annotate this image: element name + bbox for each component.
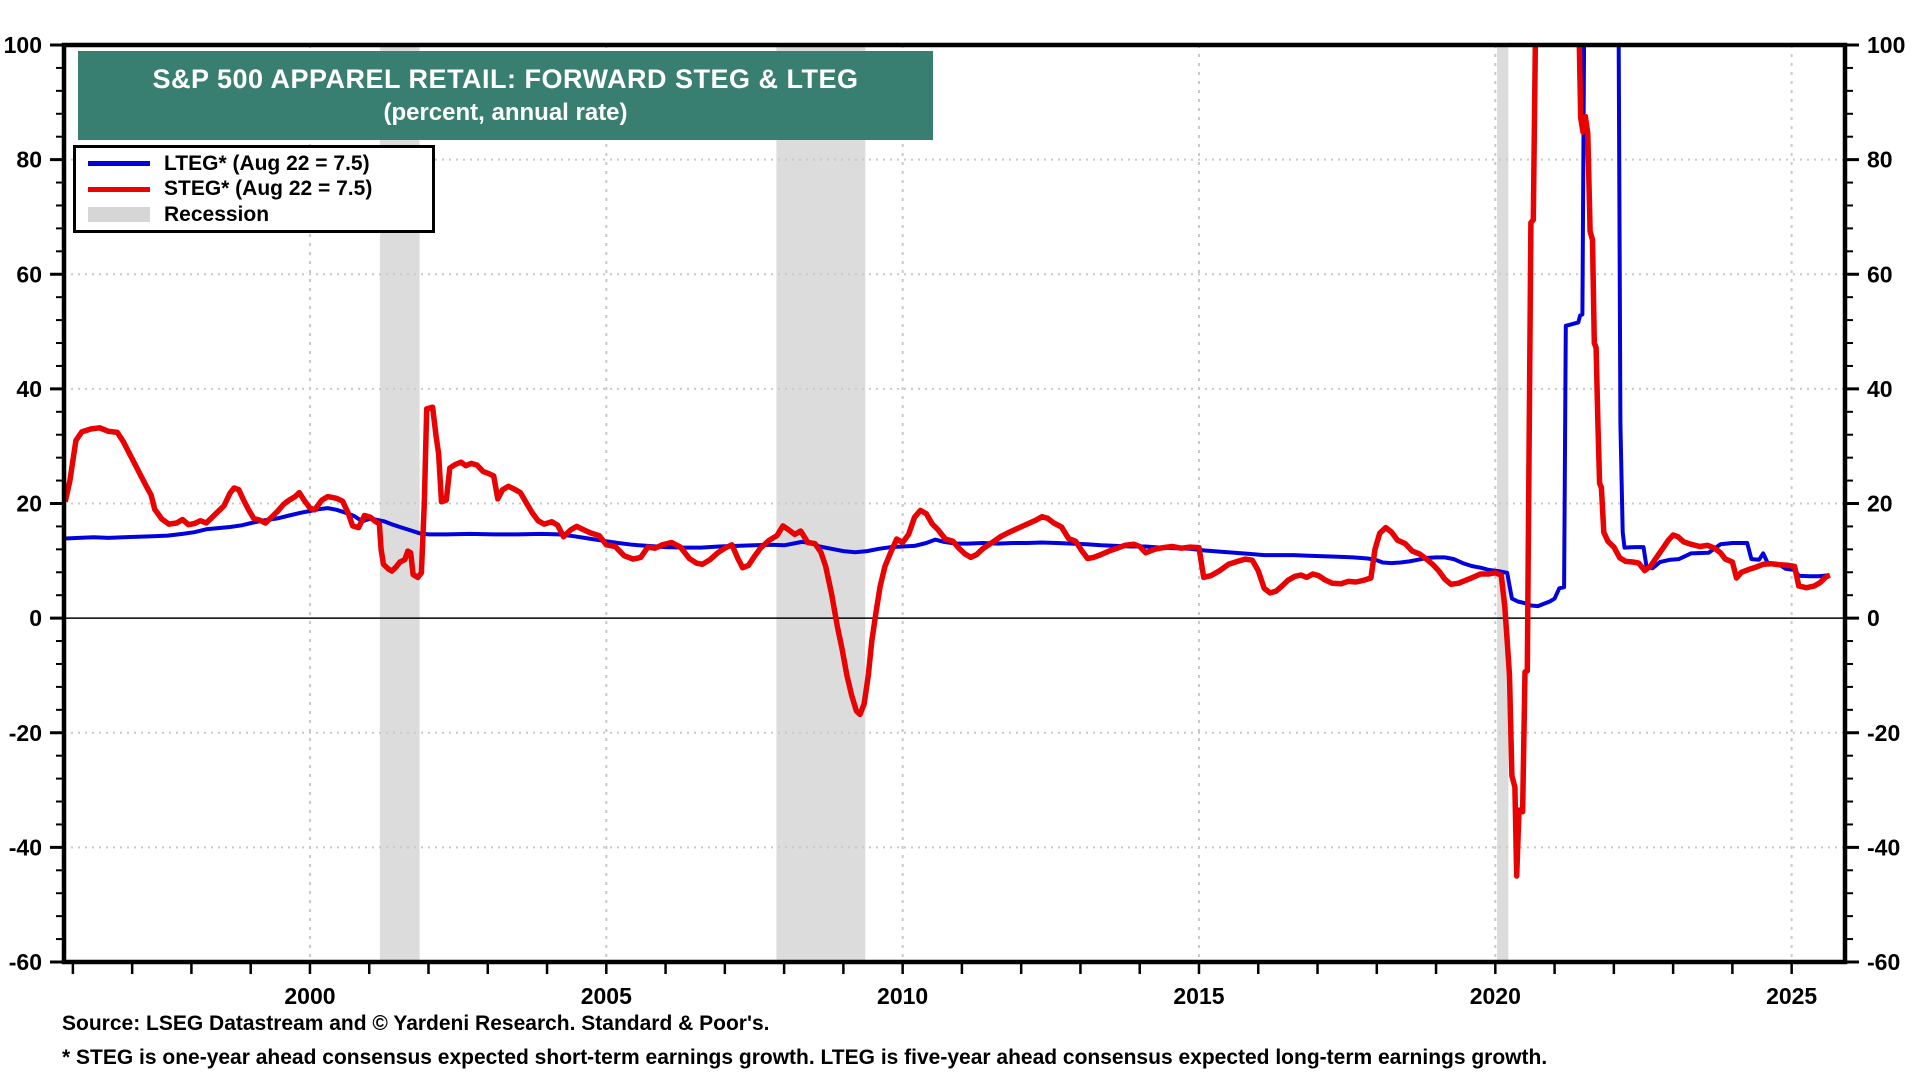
legend-item-lteg: LTEG* (Aug 22 = 7.5) (76, 152, 432, 176)
recession-swatch-icon (88, 207, 150, 222)
y-axis-label-left: 20 (16, 491, 42, 517)
steg-line (64, 45, 1831, 879)
source-text: Source: LSEG Datastream and © Yardeni Re… (62, 1012, 770, 1035)
x-axis-label: 2000 (284, 983, 335, 1009)
x-axis-label: 2005 (581, 983, 632, 1009)
legend-label-steg: STEG* (Aug 22 = 7.5) (164, 177, 373, 200)
recession-band (1497, 45, 1509, 962)
chart-legend: LTEG* (Aug 22 = 7.5) STEG* (Aug 22 = 7.5… (73, 145, 435, 233)
y-axis-label-left: 0 (29, 605, 42, 631)
y-axis-label-left: 40 (16, 376, 42, 402)
x-axis-label: 2020 (1470, 983, 1521, 1009)
chart-subtitle: (percent, annual rate) (383, 99, 628, 127)
legend-item-steg: STEG* (Aug 22 = 7.5) (76, 177, 432, 201)
steg-line-swatch-icon (88, 186, 150, 192)
y-axis-label-right: -20 (1867, 720, 1900, 746)
x-axis-label: 2010 (877, 983, 928, 1009)
y-axis-label-right: 20 (1867, 491, 1893, 517)
y-axis-label-left: 80 (16, 147, 42, 173)
x-axis-label: 2025 (1766, 983, 1817, 1009)
y-axis-label-left: -60 (9, 949, 42, 975)
footnote-text: * STEG is one-year ahead consensus expec… (62, 1046, 1548, 1069)
lteg-line-swatch-icon (88, 161, 150, 166)
chart-title-box: S&P 500 APPAREL RETAIL: FORWARD STEG & L… (78, 51, 933, 140)
chart-title: S&P 500 APPAREL RETAIL: FORWARD STEG & L… (152, 64, 859, 95)
y-axis-label-right: -60 (1867, 949, 1900, 975)
legend-item-recession: Recession (76, 203, 432, 227)
legend-label-lteg: LTEG* (Aug 22 = 7.5) (164, 151, 370, 175)
y-axis-label-left: 100 (4, 32, 42, 58)
y-axis-label-right: 0 (1867, 605, 1880, 631)
y-axis-label-left: -20 (9, 720, 42, 746)
x-axis-label: 2015 (1173, 983, 1224, 1009)
y-axis-label-right: -40 (1867, 834, 1900, 860)
y-axis-label-right: 100 (1867, 32, 1905, 58)
legend-label-recession: Recession (164, 202, 270, 226)
y-axis-label-left: -40 (9, 834, 42, 860)
y-axis-label-right: 40 (1867, 376, 1893, 402)
y-axis-label-left: 60 (16, 261, 42, 287)
y-axis-label-right: 60 (1867, 261, 1893, 287)
y-axis-label-right: 80 (1867, 147, 1893, 173)
